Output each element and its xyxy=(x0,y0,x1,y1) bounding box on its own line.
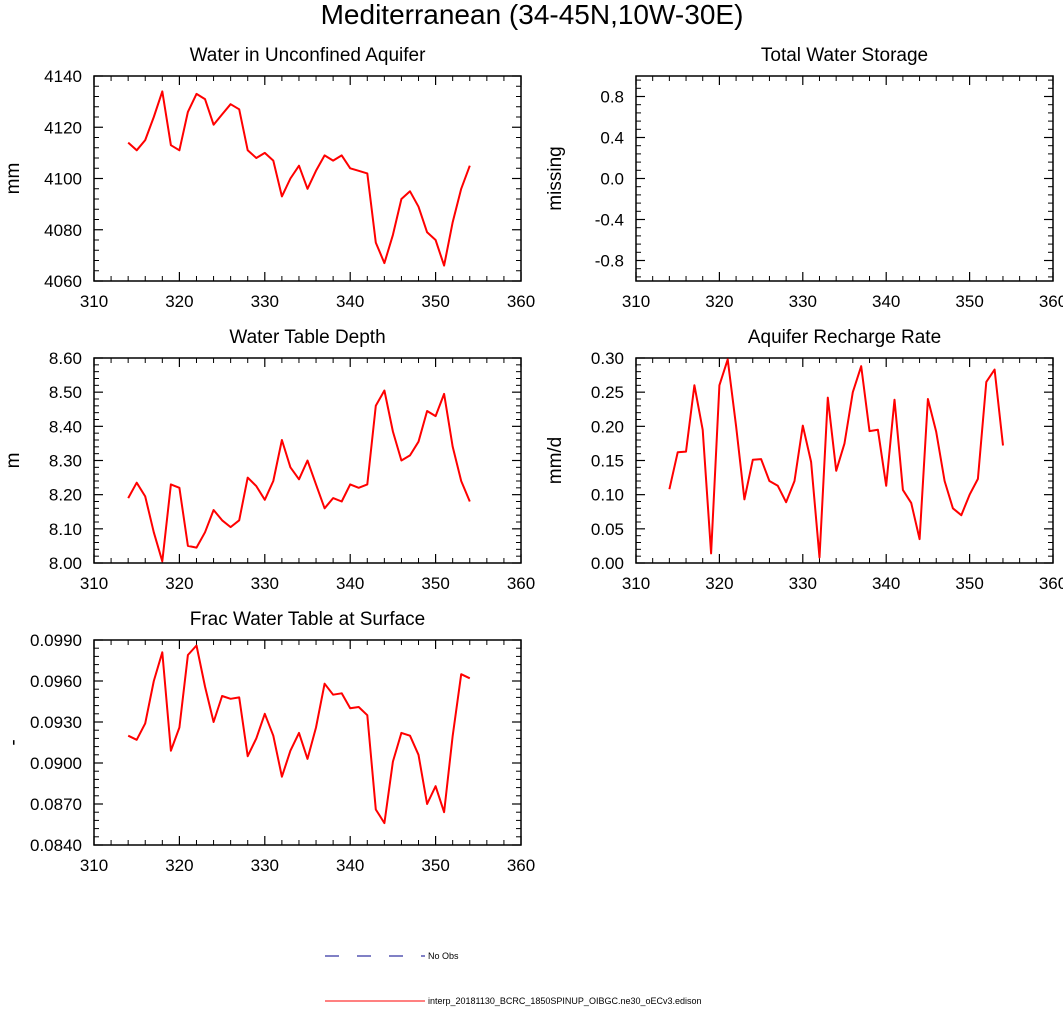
y-tick-label: 4080 xyxy=(44,221,82,240)
y-tick-label: 0.8 xyxy=(600,88,624,107)
y-tick-label: 8.60 xyxy=(49,349,82,368)
x-tick-label: 360 xyxy=(507,574,535,593)
y-tick-label: 0.30 xyxy=(591,349,624,368)
x-tick-label: 330 xyxy=(251,574,279,593)
plot-frame xyxy=(635,357,1054,564)
figure-title: Mediterranean (34-45N,10W-30E) xyxy=(321,0,744,30)
y-tick-label: 8.30 xyxy=(49,452,82,471)
x-tick-label: 310 xyxy=(80,574,108,593)
x-tick-label: 360 xyxy=(1039,574,1063,593)
y-tick-label: 4120 xyxy=(44,118,82,137)
x-tick-label: 330 xyxy=(789,292,817,311)
series-line-model xyxy=(127,644,471,825)
chart-panel-recharge: Aquifer Recharge Rate mm/d 310 320 330 340 350… xyxy=(545,327,1063,593)
chart-panel-wtd: Water Table Depth m 310 320 330 340 350 360 8.00… xyxy=(3,327,535,593)
y-tick-label: 0.25 xyxy=(591,383,624,402)
plot-frame xyxy=(93,639,522,846)
legend-obs-label: No Obs xyxy=(428,951,459,961)
legend-model-label: interp_20181130_BCRC_1850SPINUP_OIBGC.ne… xyxy=(428,996,702,1006)
panel-title: Water Table Depth xyxy=(229,327,385,348)
y-tick-label: 0.05 xyxy=(591,520,624,539)
legend: No Obs interp_20181130_BCRC_1850SPINUP_O… xyxy=(325,951,702,1006)
x-tick-label: 320 xyxy=(165,292,193,311)
x-tick-label: 310 xyxy=(80,292,108,311)
x-tick-label: 320 xyxy=(165,574,193,593)
x-tick-label: 350 xyxy=(955,574,983,593)
series-line-model xyxy=(668,358,1004,559)
x-tick-label: 320 xyxy=(165,856,193,875)
y-tick-label: 0.0960 xyxy=(30,672,82,691)
x-tick-label: 350 xyxy=(421,856,449,875)
x-tick-label: 310 xyxy=(80,856,108,875)
x-tick-label: 340 xyxy=(872,574,900,593)
x-tick-label: 350 xyxy=(955,292,983,311)
y-tick-label: 0.20 xyxy=(591,417,624,436)
x-tick-label: 340 xyxy=(336,574,364,593)
y-axis-label: m xyxy=(3,453,24,469)
chart-panel-frac: Frac Water Table at Surface - 310 320 330 340… xyxy=(3,609,535,875)
y-tick-label: 0.0990 xyxy=(30,631,82,650)
x-tick-label: 330 xyxy=(251,856,279,875)
x-tick-label: 320 xyxy=(705,292,733,311)
y-tick-label: 0.0 xyxy=(600,170,624,189)
chart-panel-tws: Total Water Storage missing 310 320 330 340 35… xyxy=(545,45,1063,311)
y-tick-label: 8.10 xyxy=(49,520,82,539)
y-tick-label: 0.00 xyxy=(591,554,624,573)
x-tick-label: 330 xyxy=(789,574,817,593)
x-tick-label: 360 xyxy=(507,292,535,311)
x-tick-label: 340 xyxy=(872,292,900,311)
y-axis-label: missing xyxy=(545,146,566,210)
x-tick-label: 340 xyxy=(336,856,364,875)
y-tick-label: 4140 xyxy=(44,67,82,86)
panel-title: Frac Water Table at Surface xyxy=(190,609,426,630)
y-tick-label: -0.8 xyxy=(595,252,624,271)
chart-panel-unconfined: Water in Unconfined Aquifer mm 310 320 330 34… xyxy=(3,45,535,311)
x-tick-label: 310 xyxy=(622,574,650,593)
y-tick-label: -0.4 xyxy=(595,211,624,230)
x-tick-label: 340 xyxy=(336,292,364,311)
y-tick-label: 0.15 xyxy=(591,452,624,471)
panel-title: Water in Unconfined Aquifer xyxy=(190,45,427,66)
x-tick-label: 320 xyxy=(705,574,733,593)
y-tick-label: 8.20 xyxy=(49,486,82,505)
y-tick-label: 0.0870 xyxy=(30,795,82,814)
y-tick-label: 0.0840 xyxy=(30,836,82,855)
y-tick-label: 0.0930 xyxy=(30,713,82,732)
y-tick-label: 8.00 xyxy=(49,554,82,573)
y-axis-label: - xyxy=(3,739,24,745)
panel-title: Total Water Storage xyxy=(761,45,928,66)
y-axis-label: mm/d xyxy=(545,437,566,485)
panel-title: Aquifer Recharge Rate xyxy=(748,327,941,348)
x-tick-label: 310 xyxy=(622,292,650,311)
y-tick-label: 0.10 xyxy=(591,486,624,505)
x-tick-label: 360 xyxy=(507,856,535,875)
series-line-model xyxy=(127,90,471,267)
x-tick-label: 350 xyxy=(421,292,449,311)
plot-frame xyxy=(635,75,1054,282)
y-tick-label: 4100 xyxy=(44,170,82,189)
y-axis-label: mm xyxy=(3,163,24,195)
x-tick-label: 360 xyxy=(1039,292,1063,311)
x-tick-label: 350 xyxy=(421,574,449,593)
series-line-model xyxy=(127,389,471,563)
y-tick-label: 0.4 xyxy=(600,129,624,148)
y-tick-label: 4060 xyxy=(44,272,82,291)
y-tick-label: 0.0900 xyxy=(30,754,82,773)
y-tick-label: 8.50 xyxy=(49,383,82,402)
x-tick-label: 330 xyxy=(251,292,279,311)
y-tick-label: 8.40 xyxy=(49,417,82,436)
